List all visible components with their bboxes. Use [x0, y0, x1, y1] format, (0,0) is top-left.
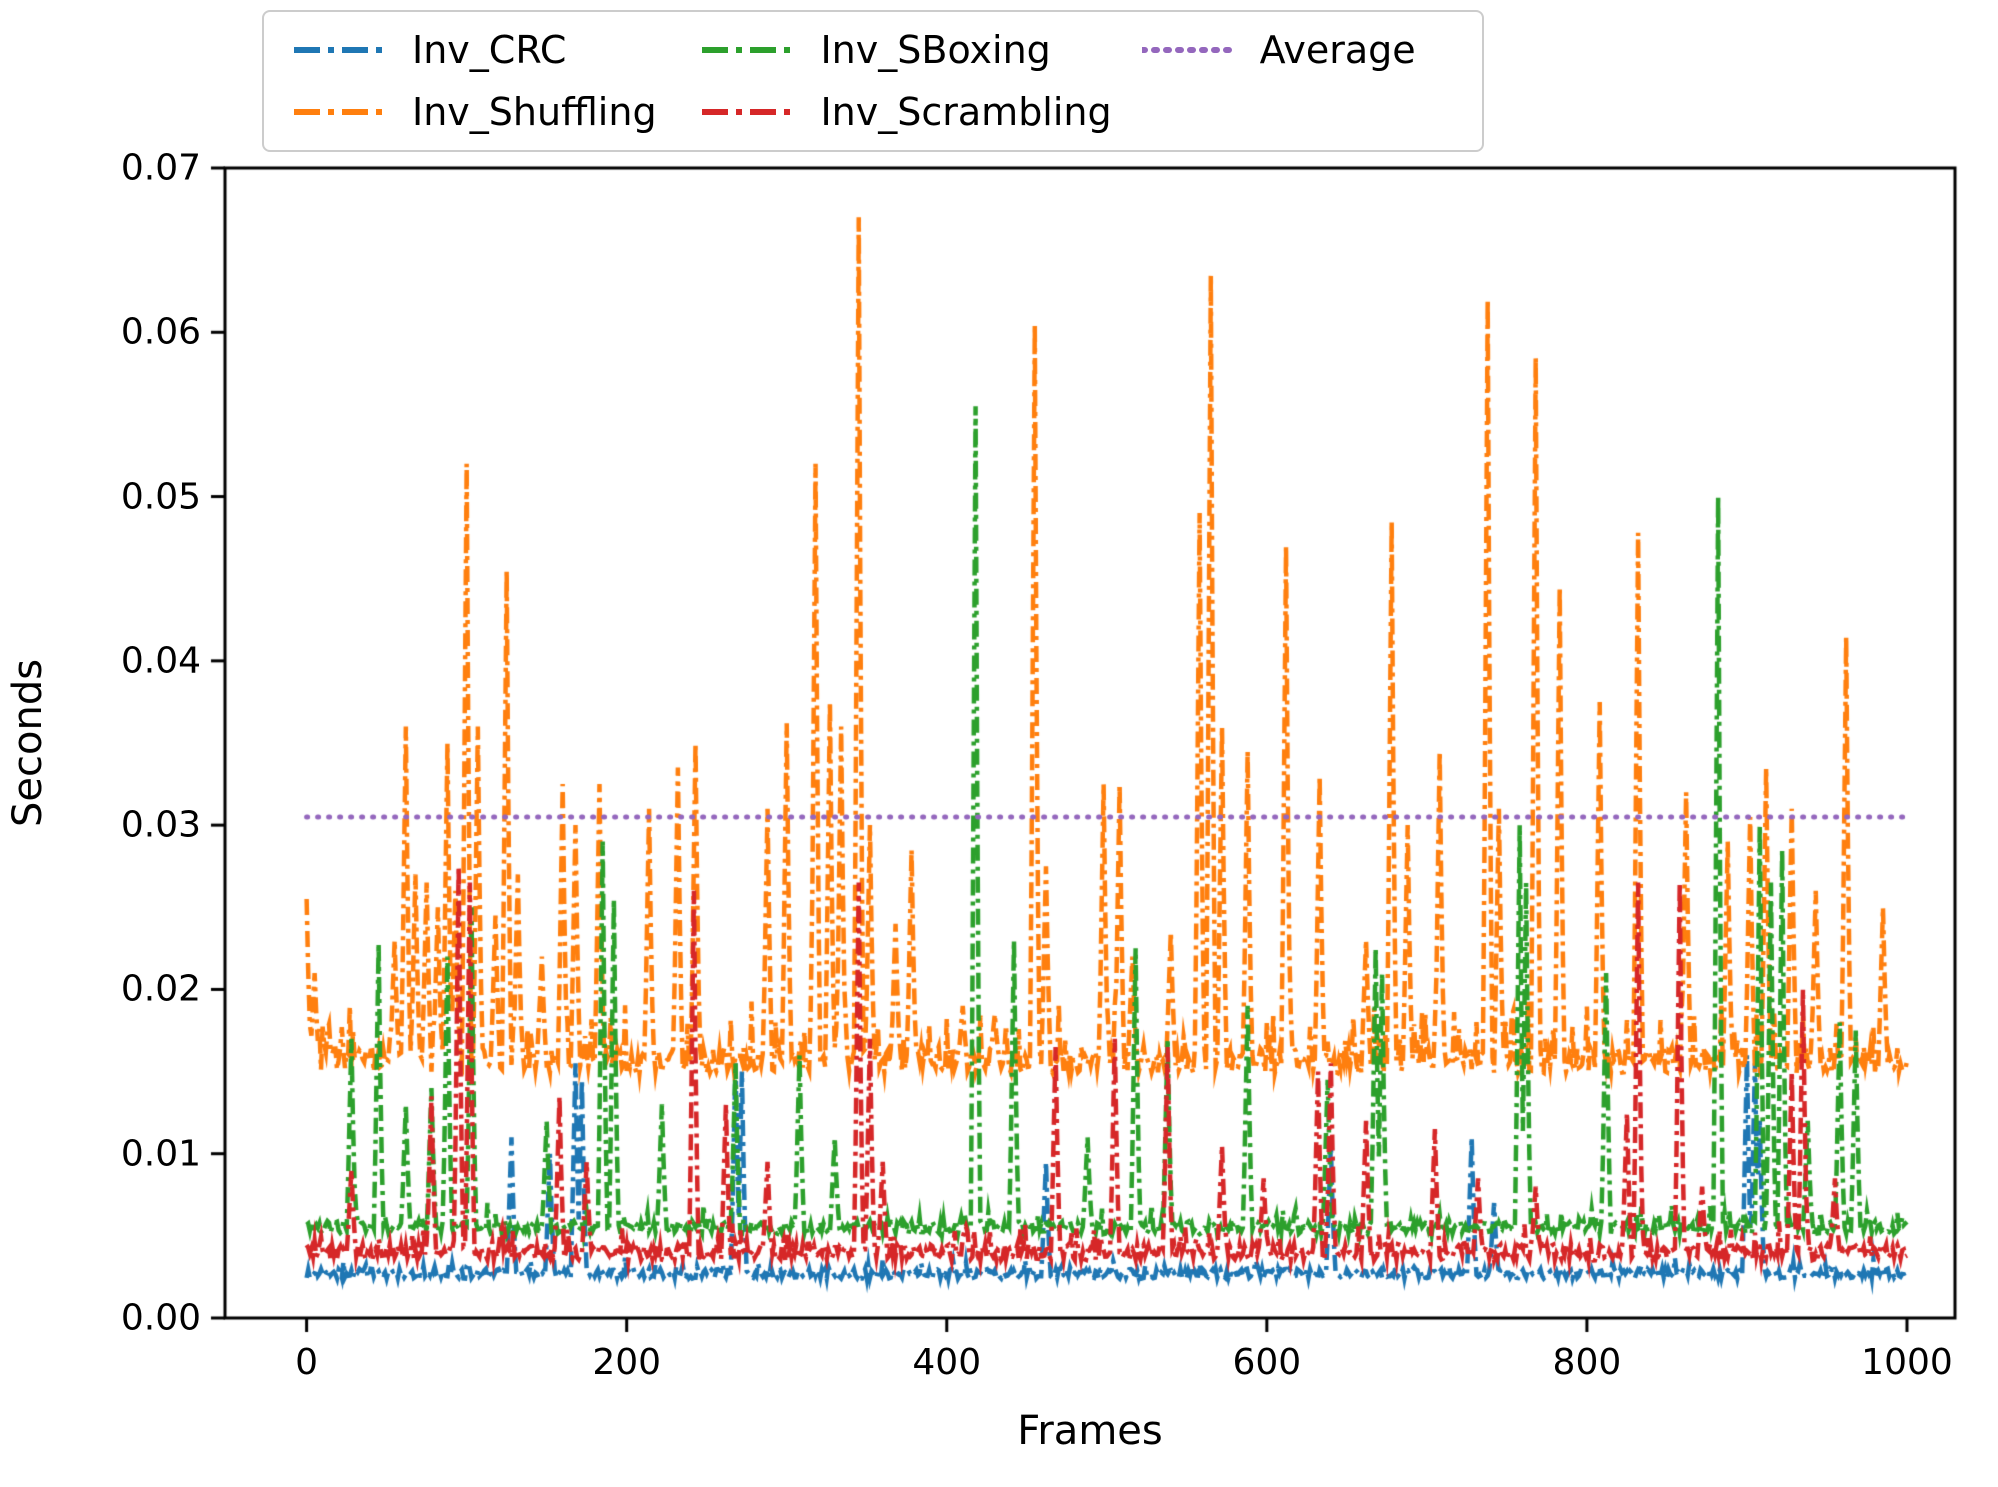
- legend-label-average: Average: [1259, 28, 1416, 72]
- legend-label-inv-sboxing: Inv_SBoxing: [820, 28, 1051, 72]
- x-tick-label: 400: [912, 1342, 982, 1383]
- legend-item-average: Average: [1141, 28, 1452, 72]
- y-tick-label: 0.05: [120, 476, 201, 518]
- x-tick-label: 0: [295, 1342, 319, 1383]
- legend-label-inv-scrambling: Inv_Scrambling: [820, 90, 1112, 134]
- legend-item-inv-crc: Inv_CRC: [294, 28, 672, 72]
- y-tick-label: 0.01: [120, 1133, 201, 1175]
- y-tick-label: 0.03: [120, 804, 201, 846]
- legend-item-inv-scrambling: Inv_Scrambling: [702, 90, 1112, 134]
- inv-sboxing-line-swatch: [702, 47, 799, 53]
- y-tick-label: 0.00: [120, 1297, 201, 1339]
- x-axis-label: Frames: [1017, 1408, 1163, 1454]
- y-tick-label: 0.02: [120, 968, 201, 1010]
- average-line-swatch: [1141, 47, 1238, 53]
- legend-item-inv-sboxing: Inv_SBoxing: [702, 28, 1111, 72]
- y-tick-label: 0.06: [120, 311, 201, 353]
- x-tick-label: 600: [1232, 1342, 1302, 1383]
- legend-label-inv-crc: Inv_CRC: [412, 28, 567, 72]
- x-tick-label: 1000: [1861, 1342, 1953, 1383]
- inv-scrambling-line-swatch: [702, 109, 799, 115]
- legend-label-inv-shuffling: Inv_Shuffling: [412, 90, 657, 134]
- x-tick-label: 200: [592, 1342, 662, 1383]
- inv-shuffling-line-swatch: [294, 109, 390, 115]
- y-tick-label: 0.07: [120, 147, 201, 189]
- legend-item-inv-shuffling: Inv_Shuffling: [294, 90, 672, 134]
- inv-crc-line-swatch: [294, 47, 390, 53]
- y-axis-label: Seconds: [5, 658, 51, 828]
- legend-spacer: [1142, 90, 1452, 134]
- y-tick-label: 0.04: [120, 640, 201, 682]
- x-tick-label: 800: [1552, 1342, 1622, 1383]
- legend: Inv_CRC Inv_SBoxing Average Inv_Shufflin…: [262, 10, 1484, 152]
